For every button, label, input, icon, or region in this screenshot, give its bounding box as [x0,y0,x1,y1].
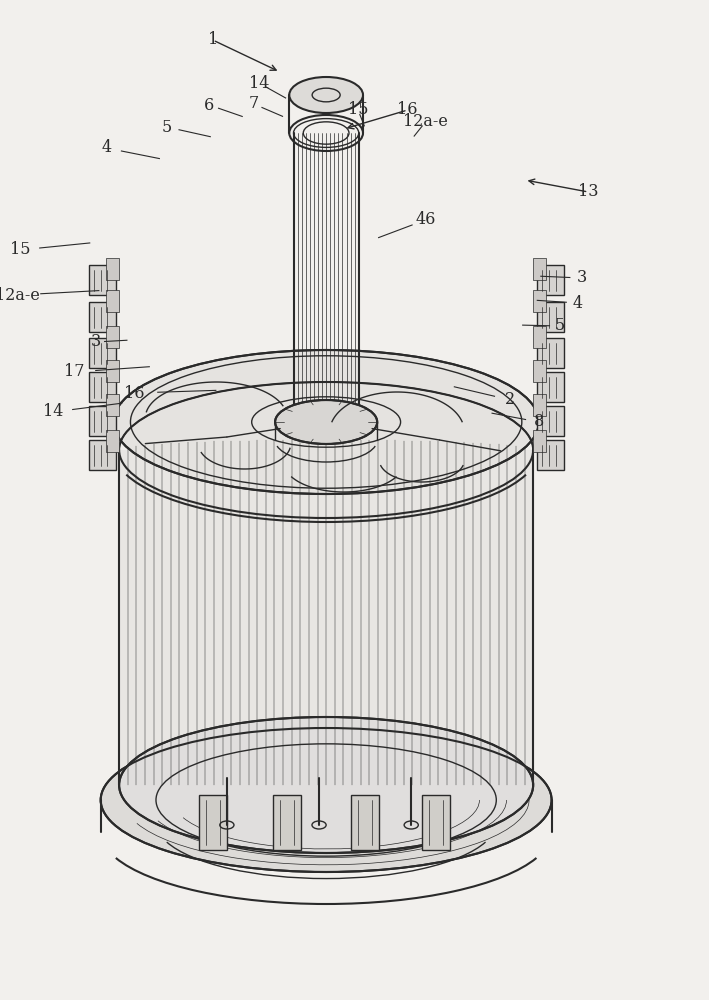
Bar [199,795,227,850]
Bar [537,265,564,295]
Bar [533,326,546,348]
Text: 15: 15 [10,241,30,258]
Text: 2: 2 [506,391,515,408]
Bar [422,795,450,850]
Text: 17: 17 [65,363,84,380]
Text: 7: 7 [249,96,259,112]
Bar [533,430,546,452]
Bar [533,290,546,312]
Bar [89,338,116,368]
Text: 12a-e: 12a-e [403,113,448,130]
Ellipse shape [275,400,377,444]
Bar [89,406,116,436]
Text: 5: 5 [162,118,172,135]
Bar [537,372,564,402]
Bar [89,302,116,332]
Text: 12a-e: 12a-e [0,286,40,304]
Text: 3: 3 [576,269,586,286]
Polygon shape [119,450,533,785]
Ellipse shape [113,350,539,494]
Bar [351,795,379,850]
Text: 3: 3 [91,334,101,351]
Bar [89,372,116,402]
Text: 16: 16 [398,102,418,118]
Ellipse shape [119,717,533,853]
Bar [106,360,119,382]
Bar [106,290,119,312]
Text: 14: 14 [249,75,269,92]
Text: 1: 1 [208,31,218,48]
Bar [537,440,564,470]
Bar [106,258,119,280]
Bar [533,360,546,382]
Bar [106,430,119,452]
Text: 16: 16 [125,384,145,401]
Ellipse shape [289,77,363,113]
Text: 13: 13 [579,184,598,200]
Text: 4: 4 [101,139,111,156]
Text: 6: 6 [204,97,214,113]
Bar [106,394,119,416]
Bar [537,302,564,332]
Bar [537,338,564,368]
Text: 4: 4 [573,294,583,312]
Text: 46: 46 [415,212,435,229]
Bar [89,440,116,470]
Text: 8: 8 [534,414,544,430]
Bar [273,795,301,850]
Text: 14: 14 [43,403,63,420]
Bar [537,406,564,436]
Ellipse shape [101,728,552,872]
Text: 15: 15 [348,102,368,118]
Bar [89,265,116,295]
Bar [106,326,119,348]
Bar [533,394,546,416]
Bar [533,258,546,280]
Text: 5: 5 [555,318,565,334]
